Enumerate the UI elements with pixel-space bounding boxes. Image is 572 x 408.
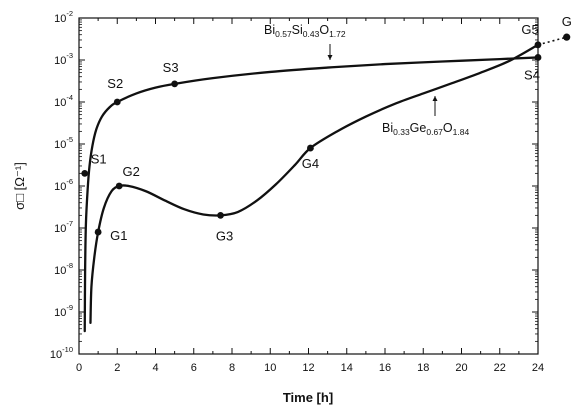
x-tick-label: 18: [417, 362, 429, 374]
y-tick-label: 10-8: [54, 261, 73, 277]
x-tick-label: 16: [379, 362, 391, 374]
y-axis-label: σ□ [Ω⁻¹]: [12, 162, 27, 210]
data-point-g3: [217, 211, 224, 219]
y-tick-label: 10-3: [54, 51, 73, 67]
x-tick-label: 22: [494, 362, 506, 374]
x-axis-label: Time [h]: [283, 390, 333, 405]
series-curves: [83, 36, 567, 333]
x-tick-labels: 0 2 4 6 8 10 12 14 16 18 20 22 24: [76, 362, 544, 374]
point-label-g4: G4: [302, 156, 319, 171]
x-tick-label: 0: [76, 362, 82, 374]
point-label-g5: G5: [521, 22, 538, 37]
y-tick-label: 10-7: [54, 219, 73, 235]
data-point-s4: [534, 54, 542, 61]
data-point-g6: [563, 33, 571, 41]
data-point-g5: [534, 41, 542, 49]
data-point-g1: [94, 228, 102, 236]
y-tick-labels: 10-2 10-3 10-4 10-5 10-6 10-7 10-8 10-9 10-10: [50, 9, 73, 361]
data-point-s2: [113, 98, 121, 106]
y-tick-label: 10-6: [54, 177, 73, 193]
extension-dotted-line: [537, 36, 567, 46]
y-tick-label: 10-5: [54, 135, 73, 151]
axis-ticks: [78, 17, 539, 355]
y-tick-label: 10-2: [54, 9, 73, 25]
x-tick-label: 4: [152, 362, 158, 374]
y-tick-label: 10-10: [50, 345, 73, 361]
data-point-s3: [171, 80, 179, 88]
x-tick-label: 20: [455, 362, 467, 374]
data-point-g4: [307, 144, 314, 152]
y-tick-label: 10-4: [54, 93, 73, 109]
point-label-s2: S2: [107, 76, 123, 91]
point-label-g2: G2: [122, 164, 139, 179]
series-line-1: [83, 56, 540, 333]
series-name-1: Bi0.57Si0.43O1.72: [264, 23, 346, 39]
series-1-arrow-head: [327, 55, 333, 60]
point-label-g1: G1: [110, 228, 127, 243]
data-point-s1: [81, 169, 89, 177]
x-tick-label: 8: [229, 362, 235, 374]
x-tick-label: 14: [341, 362, 353, 374]
point-label-s1: S1: [91, 151, 107, 166]
series-2-arrow-head: [432, 96, 438, 101]
point-label-s4: S4: [524, 67, 540, 82]
series-annotations: Bi0.57Si0.43O1.72 Bi0.33Ge0.67O1.84: [264, 23, 469, 137]
x-tick-label: 6: [191, 362, 197, 374]
y-tick-label: 10-9: [54, 303, 73, 319]
point-labels: S1 S2 S3 S4 G1 G2 G3 G4 G5 G6: [91, 14, 572, 243]
series-line-2: [89, 43, 540, 325]
x-tick-label: 24: [532, 362, 544, 374]
point-label-s3: S3: [163, 60, 179, 75]
series-markers: [81, 33, 571, 236]
point-label-g3: G3: [216, 228, 233, 243]
series-name-2: Bi0.33Ge0.67O1.84: [382, 121, 469, 137]
x-tick-label: 10: [264, 362, 276, 374]
data-point-g2: [115, 182, 123, 190]
x-tick-label: 12: [302, 362, 314, 374]
point-label-g6: G6: [562, 14, 572, 29]
x-tick-label: 2: [114, 362, 120, 374]
